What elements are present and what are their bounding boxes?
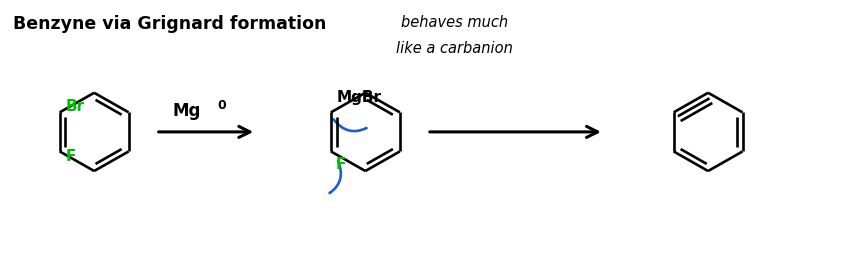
Text: F: F — [66, 149, 76, 164]
Text: Benzyne via Grignard formation: Benzyne via Grignard formation — [13, 14, 326, 33]
Text: 0: 0 — [218, 99, 227, 112]
Text: behaves much: behaves much — [401, 14, 508, 29]
Text: like a carbanion: like a carbanion — [397, 41, 514, 56]
FancyArrowPatch shape — [330, 161, 341, 193]
Text: Br: Br — [66, 99, 85, 114]
FancyArrowPatch shape — [333, 119, 366, 131]
Text: F: F — [336, 157, 346, 172]
Text: MgBr: MgBr — [337, 90, 382, 105]
Text: Mg: Mg — [173, 102, 201, 120]
